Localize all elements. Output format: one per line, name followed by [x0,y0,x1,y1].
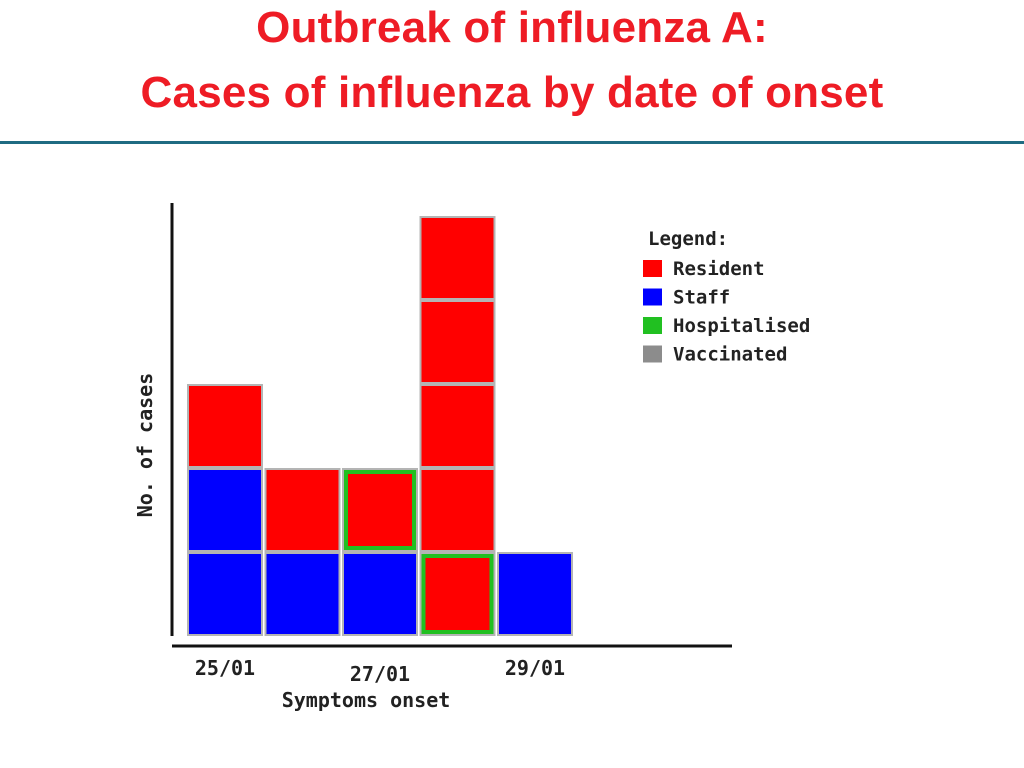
legend-label-staff: Staff [673,287,730,309]
case-square-staff-27-01 [344,554,416,634]
case-square-staff-29-01 [499,554,571,634]
y-axis-label: No. of cases [133,373,157,518]
legend-title: Legend: [648,228,728,250]
case-square-staff-26-01 [266,554,339,634]
legend-label-hospitalised: Hospitalised [673,315,810,337]
legend-swatch-staff [643,288,662,306]
case-square-resident-28-01 [421,386,494,466]
legend-swatch-vaccinated [643,345,662,363]
case-square-resident-28-01 [421,302,494,382]
case-square-resident-28-01 [421,218,494,298]
x-tick-label: 29/01 [505,656,565,680]
case-square-resident-25-01 [189,386,261,466]
legend-swatch-resident [643,260,662,277]
legend-label-vaccinated: Vaccinated [673,344,787,366]
title-line-1: Outbreak of influenza A: [256,3,768,52]
x-tick-label: 25/01 [195,656,255,680]
case-square-resident-26-01 [266,470,339,550]
title-line-2: Cases of influenza by date of onset [140,68,884,117]
case-square-staff-25-01 [189,554,261,634]
case-square-resident-28-01 [421,470,494,550]
case-square-resident-27-01 [348,474,412,546]
legend-swatch-hospitalised [643,317,662,334]
title-divider [0,141,1024,144]
slide-title: Outbreak of influenza A: Cases of influe… [0,6,1024,115]
case-square-resident-28-01 [425,558,490,630]
case-square-staff-25-01 [189,470,261,550]
x-axis-label: Symptoms onset [282,688,451,712]
legend-label-resident: Resident [673,258,765,280]
x-tick-label: 27/01 [350,662,410,686]
